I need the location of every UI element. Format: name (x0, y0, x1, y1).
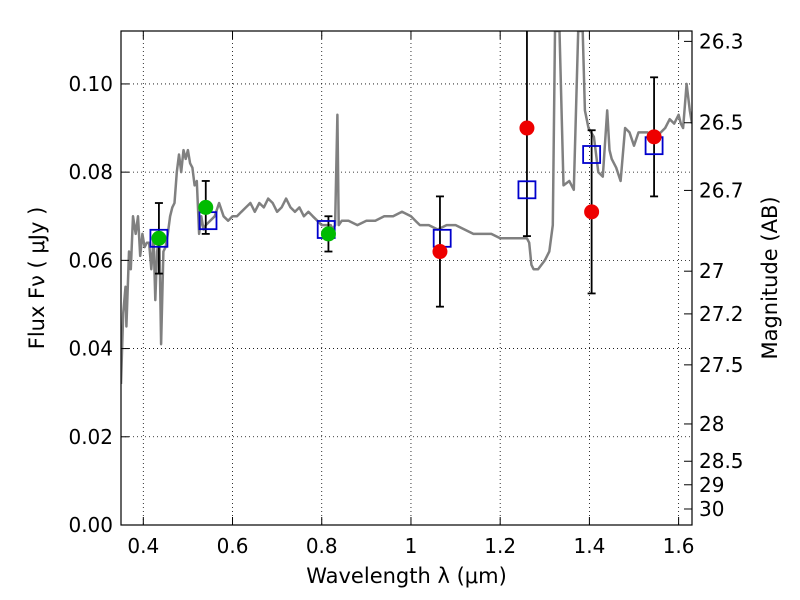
magnitude-tick-label: 26.7 (699, 178, 744, 202)
y-tick-label: 0.06 (68, 248, 113, 272)
magnitude-tick-label: 26.5 (699, 111, 744, 135)
model-flux-square (149, 228, 169, 248)
magnitude-tick-label: 27.2 (699, 302, 744, 326)
red-flux-point (646, 129, 662, 145)
plot-content (121, 31, 692, 384)
x-axis: 0.4 0.6 0.8 1 1.2 1.4 1.6 (127, 31, 695, 558)
x-tick-label: 1.6 (663, 534, 695, 558)
magnitude-tick-label: 30 (699, 497, 724, 521)
model-flux-square (582, 145, 602, 164)
y-axis: 0.00 0.02 0.04 0.06 0.08 0.10 (68, 72, 129, 537)
x-tick-label: 0.6 (217, 534, 249, 558)
x-tick-label: 1.2 (484, 534, 516, 558)
x-tick-label: 0.4 (127, 534, 159, 558)
x-axis-title: Wavelength λ (μm) (306, 564, 507, 588)
y-tick-label: 0.04 (68, 337, 113, 361)
magnitude-tick-label: 27.5 (699, 353, 744, 377)
plot-frame (120, 30, 693, 526)
x-tick-label: 1.4 (573, 534, 605, 558)
x-tick-label: 1 (405, 534, 418, 558)
magnitude-tick-label: 28 (699, 412, 724, 436)
red-flux-point (432, 244, 448, 260)
y-tick-label: 0.10 (68, 72, 113, 96)
y-axis-title: Flux Fν ( μJy ) (25, 207, 49, 350)
green-flux-point (198, 199, 214, 215)
x-tick-label: 0.8 (306, 534, 338, 558)
green-flux-point (151, 230, 167, 246)
y-tick-label: 0.08 (68, 160, 113, 184)
y-tick-label: 0.00 (68, 513, 113, 537)
green-flux-point (320, 226, 336, 242)
red-flux-point (584, 204, 600, 220)
magnitude-tick-label: 28.5 (699, 449, 744, 473)
y-tick-label: 0.02 (68, 425, 113, 449)
observed-flux-markers (151, 120, 662, 260)
model-flux-square (517, 180, 537, 200)
magnitude-tick-label: 26.3 (699, 29, 744, 53)
magnitude-tick-label: 29 (699, 473, 724, 497)
plot-area (121, 31, 692, 525)
red-flux-point (519, 120, 535, 136)
magnitude-tick-label: 27 (699, 259, 724, 283)
magnitude-axis-title: Magnitude (AB) (758, 196, 782, 359)
